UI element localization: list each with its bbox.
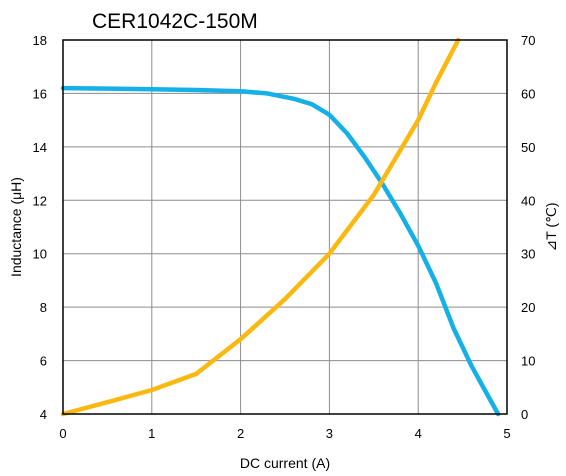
- x-tick-label: 2: [237, 426, 244, 441]
- y-axis-label-right: ⊿T (℃): [543, 203, 559, 252]
- y-tick-label-left: 8: [40, 300, 47, 315]
- y-tick-label-right: 40: [521, 193, 535, 208]
- plot-frame: [62, 39, 508, 415]
- y-tick-label-left: 14: [33, 140, 47, 155]
- x-tick-label: 0: [59, 426, 66, 441]
- x-tick-label: 5: [503, 426, 510, 441]
- y-tick-label-right: 50: [521, 140, 535, 155]
- series-layer: [60, 37, 501, 417]
- y-tick-label-left: 16: [33, 86, 47, 101]
- y-tick-label-right: 30: [521, 247, 535, 262]
- y-tick-label-right: 60: [521, 86, 535, 101]
- y-axis-label-left: Inductance (μH): [8, 177, 24, 277]
- y-tick-label-left: 4: [40, 407, 47, 422]
- temperature-rise-line: [60, 37, 461, 417]
- x-tick-label: 3: [326, 426, 333, 441]
- y-tick-label-left: 6: [40, 354, 47, 369]
- y-tick-label-right: 0: [521, 407, 528, 422]
- y-tick-label-right: 70: [521, 33, 535, 48]
- y-tick-label-left: 12: [33, 193, 47, 208]
- y-tick-label-right: 20: [521, 300, 535, 315]
- y-tick-label-left: 18: [33, 33, 47, 48]
- inductance-line: [60, 85, 501, 417]
- y-tick-label-right: 10: [521, 354, 535, 369]
- x-tick-label: 4: [415, 426, 422, 441]
- chart-title: CER1042C-150M: [92, 10, 258, 33]
- x-tick-label: 1: [148, 426, 155, 441]
- y-tick-label-left: 10: [33, 247, 47, 262]
- x-axis-label: DC current (A): [240, 455, 330, 471]
